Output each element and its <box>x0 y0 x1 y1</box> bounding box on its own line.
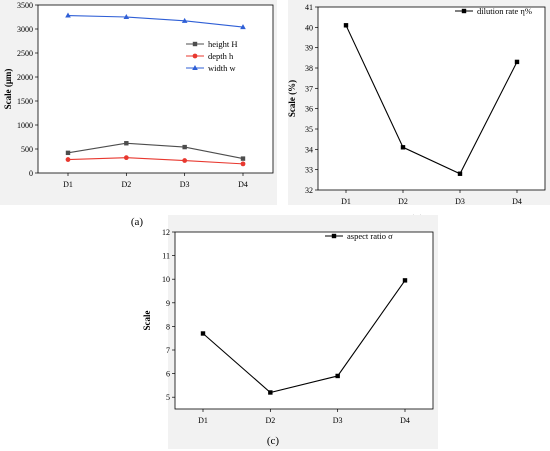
plot-area <box>174 231 434 410</box>
y-tick-label: 0 <box>29 169 33 178</box>
data-point <box>182 144 187 150</box>
data-point <box>123 155 129 161</box>
data-point <box>402 278 408 283</box>
data-point <box>457 171 463 176</box>
data-point <box>181 17 188 23</box>
data-point <box>240 156 246 161</box>
legend-label: height H <box>208 39 238 49</box>
y-tick-label: 36 <box>305 105 313 114</box>
data-point <box>65 150 71 156</box>
legend-label: depth h <box>208 51 234 61</box>
data-point <box>65 12 71 18</box>
y-tick-label: 3000 <box>17 25 33 34</box>
x-tick-label: D4 <box>238 180 248 189</box>
x-tick-label: D3 <box>333 416 343 425</box>
series-line <box>67 142 244 160</box>
data-point <box>124 141 129 146</box>
x-tick-label: D4 <box>400 416 410 425</box>
chart-2: 32 33 34 35 36 37 38 39 40 41 D1 D2 D3 D4 Scale (%) dil… <box>287 0 550 225</box>
x-tick-label: D2 <box>398 197 408 206</box>
y-tick-label: 41 <box>305 3 313 12</box>
x-tick-label: D1 <box>341 197 351 206</box>
legend-label: width w <box>208 63 236 73</box>
data-point <box>240 24 246 30</box>
y-tick-label: 34 <box>305 145 313 154</box>
chart-3: 5 6 7 8 9 10 11 12 D1 D2 D3 D4 Scale aspect ratio σ (c… <box>142 215 438 449</box>
y-tick-label: 10 <box>162 275 170 284</box>
plot-area <box>317 6 546 191</box>
data-point <box>343 23 349 28</box>
y-tick-label: 40 <box>305 23 313 32</box>
legend-label: aspect ratio σ <box>347 231 393 241</box>
legend-marker <box>192 65 198 70</box>
y-tick-label: 38 <box>305 64 313 73</box>
series-line <box>67 15 244 28</box>
y-axis-title: Scale <box>142 310 152 330</box>
y-tick-label: 32 <box>305 186 313 195</box>
y-tick-label: 11 <box>162 252 170 261</box>
x-tick-label: D3 <box>455 197 465 206</box>
y-tick-label: 2500 <box>17 49 33 58</box>
data-point <box>182 158 188 163</box>
y-tick-label: 3500 <box>17 1 33 10</box>
data-point <box>123 14 130 19</box>
data-point <box>65 157 71 162</box>
chart-1: 0 500 1000 1500 2000 2500 3000 3500 D1 D2 D3 D4 Scal… <box>0 0 277 228</box>
plot-area <box>37 4 274 174</box>
y-axis-title: Scale (μm) <box>3 69 13 110</box>
legend-marker <box>192 53 198 59</box>
data-point <box>240 161 246 167</box>
y-tick-label: 39 <box>305 44 313 53</box>
data-point <box>514 59 520 65</box>
y-tick-label: 8 <box>166 322 170 331</box>
y-tick-label: 6 <box>166 370 170 379</box>
x-tick-label: D1 <box>198 416 208 425</box>
y-axis-title: Scale (%) <box>287 80 297 117</box>
y-tick-label: 1000 <box>17 121 33 130</box>
x-tick-label: D2 <box>121 180 131 189</box>
y-tick-label: 12 <box>162 228 170 237</box>
data-point <box>268 390 273 395</box>
series-line <box>345 25 518 175</box>
x-tick-label: D4 <box>512 197 522 206</box>
y-tick-label: 2000 <box>17 73 33 82</box>
data-point <box>335 373 340 379</box>
y-tick-label: 9 <box>166 299 170 308</box>
chart-caption: (a) <box>131 216 144 228</box>
y-tick-label: 1500 <box>17 97 33 106</box>
series-line <box>202 280 406 394</box>
y-tick-label: 500 <box>21 145 33 154</box>
series-line <box>67 157 244 165</box>
y-tick-label: 37 <box>305 84 313 93</box>
y-tick-label: 7 <box>166 346 170 355</box>
data-point <box>200 331 206 336</box>
y-tick-label: 35 <box>305 125 313 134</box>
x-tick-label: D2 <box>265 416 275 425</box>
x-tick-label: D1 <box>63 180 73 189</box>
legend-marker <box>192 41 198 47</box>
chart-caption: (c) <box>267 435 280 447</box>
y-tick-label: 33 <box>305 166 313 175</box>
y-tick-label: 5 <box>166 393 170 402</box>
x-tick-label: D3 <box>180 180 190 189</box>
legend-marker <box>331 233 337 239</box>
legend-marker <box>461 8 467 14</box>
data-point <box>400 145 406 150</box>
legend-label: dilution rate η% <box>477 6 532 16</box>
